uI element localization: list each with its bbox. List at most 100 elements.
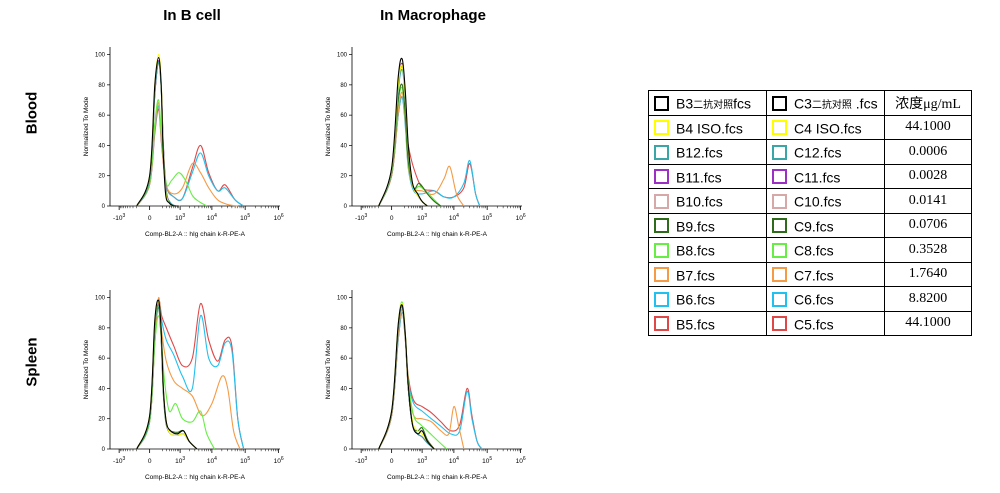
legend-right-cell: C8.fcs: [766, 237, 885, 263]
legend-label: B4 ISO.fcs: [676, 119, 743, 136]
y-tick-label: 0: [102, 204, 106, 210]
x-axis-label: Comp-BL2-A :: hIg chain k-R-PE-A: [145, 231, 246, 238]
legend-row: B10.fcs C10.fcs 0.0141: [648, 188, 972, 214]
legend-row: B6.fcs C6.fcs 8.8200: [648, 286, 972, 312]
legend-left-cell: B7.fcs: [648, 261, 767, 287]
y-tick-label: 40: [340, 143, 347, 149]
legend-label: C11.fcs: [794, 168, 841, 185]
x-tick-label: 105: [482, 456, 492, 465]
legend-right-cell: C6.fcs: [766, 286, 885, 312]
x-tick-label: 103: [175, 213, 185, 222]
y-axis-label: Normalized To Mode: [83, 96, 90, 156]
legend-right-cell: C7.fcs: [766, 261, 885, 287]
legend-label: B9.fcs: [676, 217, 715, 234]
histogram-series-6: [136, 315, 215, 450]
legend-label-ext: fcs: [733, 95, 752, 112]
x-tick-label: -103: [113, 213, 125, 222]
x-tick-label: 104: [207, 456, 217, 465]
legend-left-cell: B4 ISO.fcs: [648, 114, 767, 140]
legend-label: C10.fcs: [794, 193, 842, 210]
x-axis-label: Comp-BL2-A :: hIg chain k-R-PE-A: [145, 474, 246, 481]
legend-row: B4 ISO.fcs C4 ISO.fcs 44.1000: [648, 114, 972, 140]
legend-table: B3二抗对照fcs C3二抗对照 .fcs 浓度μg/mL B4 ISO.fcs C4 …: [648, 90, 972, 336]
legend-right-cell: C3二抗对照 .fcs: [766, 90, 885, 116]
legend-label: B11.fcs: [676, 168, 722, 185]
concentration-value: 1.7640: [884, 261, 972, 287]
legend-swatch: [772, 242, 787, 258]
legend-right-cell: C9.fcs: [766, 212, 885, 238]
legend-swatch: [772, 120, 787, 136]
legend-label: B6.fcs: [676, 291, 715, 308]
legend-row: B9.fcs C9.fcs 0.0706: [648, 212, 972, 238]
legend-swatch: [772, 144, 787, 160]
legend-swatch: [772, 169, 787, 185]
histogram-series-1: [136, 301, 198, 450]
histogram-blood-macrophage: 0 20 40 60 80 100 -103 0 103 104 105 106 Comp-BL2-A …: [325, 47, 526, 238]
y-tick-label: 20: [340, 417, 347, 423]
histogram-series-3: [136, 60, 181, 207]
y-tick-label: 80: [340, 326, 347, 332]
legend-swatch: [654, 316, 669, 332]
x-tick-label: 105: [240, 213, 250, 222]
x-axis-label: Comp-BL2-A :: hIg chain k-R-PE-A: [387, 474, 488, 481]
histogram-series-4: [136, 60, 181, 207]
x-tick-label: -103: [355, 456, 367, 465]
x-tick-label: 106: [274, 456, 284, 465]
legend-swatch: [772, 267, 787, 283]
legend-label: B3: [676, 95, 694, 112]
y-tick-label: 0: [344, 447, 348, 453]
y-tick-label: 20: [98, 174, 105, 180]
legend-swatch: [772, 193, 787, 209]
legend-row: B3二抗对照fcs C3二抗对照 .fcs 浓度μg/mL: [648, 90, 972, 116]
histogram-series-2: [136, 61, 181, 207]
y-tick-label: 0: [344, 204, 348, 210]
x-tick-label: 0: [390, 215, 394, 222]
y-tick-label: 100: [337, 296, 348, 302]
legend-label: C5.fcs: [794, 315, 834, 332]
y-tick-label: 60: [98, 113, 105, 119]
y-tick-label: 100: [95, 53, 106, 59]
y-tick-label: 60: [340, 113, 347, 119]
legend-label: C4 ISO.fcs: [794, 119, 862, 136]
legend-label: C9.fcs: [794, 217, 834, 234]
legend-right-cell: C10.fcs: [766, 188, 885, 214]
legend-label: B8.fcs: [676, 242, 715, 259]
x-tick-label: 103: [417, 213, 427, 222]
legend-swatch: [654, 218, 669, 234]
legend-right-cell: C4 ISO.fcs: [766, 114, 885, 140]
legend-left-cell: B10.fcs: [648, 188, 767, 214]
legend-label: B10.fcs: [676, 193, 723, 210]
y-axis-label: Normalized To Mode: [83, 339, 90, 399]
y-axis-label: Normalized To Mode: [325, 339, 332, 399]
concentration-value: 44.1000: [884, 114, 972, 140]
legend-label: C7.fcs: [794, 266, 834, 283]
x-tick-label: -103: [355, 213, 367, 222]
y-tick-label: 20: [340, 174, 347, 180]
y-tick-label: 20: [98, 417, 105, 423]
legend-left-cell: B3二抗对照fcs: [648, 90, 767, 116]
legend-label-suffix: 二抗对照: [693, 99, 734, 111]
histogram-series-6: [136, 99, 208, 207]
legend-label: C8.fcs: [794, 242, 834, 259]
legend-right-cell: C12.fcs: [766, 139, 885, 165]
legend-label: B5.fcs: [676, 315, 715, 332]
legend-row: B7.fcs C7.fcs 1.7640: [648, 261, 972, 287]
y-tick-label: 100: [337, 53, 348, 59]
histogram-series-1: [136, 54, 179, 207]
y-tick-label: 60: [98, 356, 105, 362]
legend-swatch: [772, 291, 787, 307]
x-tick-label: 104: [449, 213, 459, 222]
legend-swatch: [654, 267, 669, 283]
concentration-value: 0.0006: [884, 139, 972, 165]
legend-swatch: [654, 95, 669, 111]
legend-swatch: [772, 95, 787, 111]
legend-swatch: [654, 193, 669, 209]
x-tick-label: 105: [240, 456, 250, 465]
legend-left-cell: B8.fcs: [648, 237, 767, 263]
legend-label: C3: [794, 95, 812, 112]
legend-label-suffix: 二抗对照: [811, 99, 852, 111]
x-tick-label: 106: [516, 213, 526, 222]
concentration-value: 44.1000: [884, 310, 972, 336]
legend-right-cell: C5.fcs: [766, 310, 885, 336]
legend-row: B11.fcs C11.fcs 0.0028: [648, 163, 972, 189]
